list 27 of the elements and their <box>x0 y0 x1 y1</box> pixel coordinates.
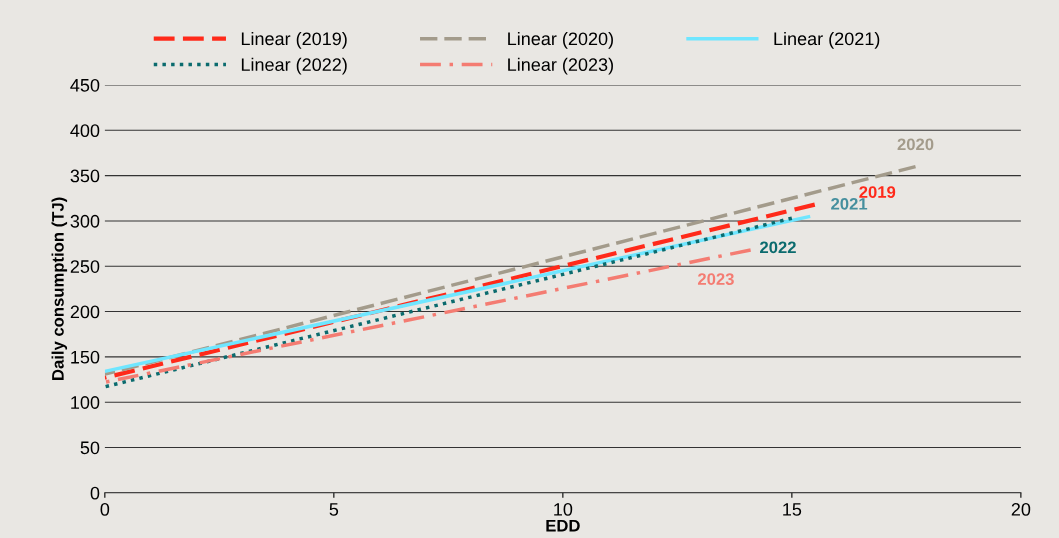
y-tick-label: 100 <box>71 396 100 409</box>
y-tick-label: 300 <box>70 214 100 228</box>
x-tick-label: 0 <box>100 503 110 516</box>
legend-label: Linear (2021) <box>774 31 880 49</box>
x-tick-label: 15 <box>783 503 802 516</box>
legend-label: Linear (2019) <box>241 31 347 49</box>
x-axis-title: EDD <box>546 519 580 532</box>
y-tick-label: 250 <box>70 260 100 273</box>
y-tick-label: 350 <box>70 169 100 183</box>
y-tick-label: 0 <box>90 486 100 500</box>
x-tick-label: 20 <box>1011 503 1031 516</box>
y-tick-label: 50 <box>80 441 100 455</box>
annotation: 2022 <box>760 241 796 254</box>
annotation: 2023 <box>697 273 734 285</box>
x-tick-label: 5 <box>329 503 339 516</box>
annotation: 2021 <box>831 197 868 210</box>
legend-label: Linear (2023) <box>508 57 613 75</box>
annotation: 2020 <box>897 138 934 151</box>
y-tick-label: 450 <box>70 78 100 92</box>
y-tick-label: 400 <box>70 124 100 138</box>
y-tick-label: 200 <box>70 305 100 319</box>
x-tick-label: 10 <box>554 503 573 516</box>
legend-label: Linear (2022) <box>241 57 347 75</box>
annotation: 2019 <box>859 186 896 198</box>
y-tick-label: 150 <box>71 350 100 364</box>
y-axis-title: Daily consumption (TJ) <box>51 197 68 380</box>
legend-label: Linear (2020) <box>508 31 613 49</box>
